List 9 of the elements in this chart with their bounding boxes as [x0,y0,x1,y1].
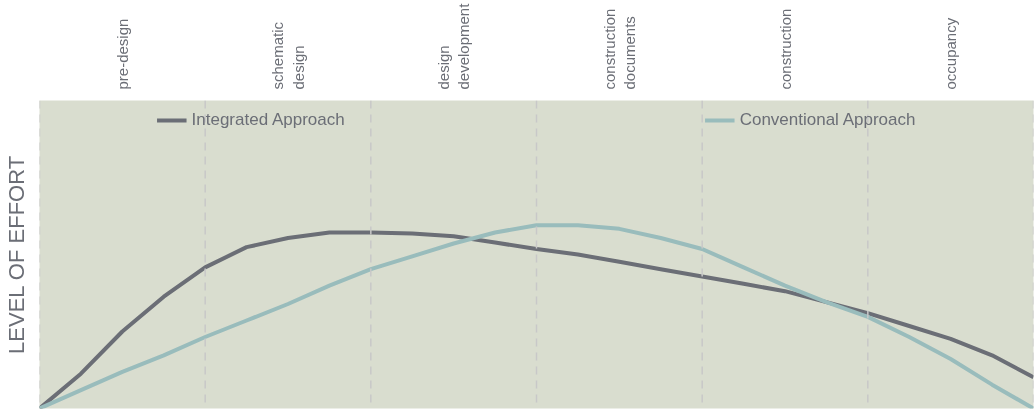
x-tick-label: design development [434,2,473,90]
x-tick-label: construction [776,8,794,90]
legend-label: Conventional Approach [739,110,916,130]
x-tick-label: schematic design [269,21,307,90]
x-tick-label: occupancy [942,17,960,90]
y-axis-title: LEVEL OF EFFORT [3,155,29,354]
x-tick-label: construction documents [600,8,639,90]
x-tick-label: pre-design [113,18,131,90]
legend-label: Integrated Approach [191,110,345,130]
